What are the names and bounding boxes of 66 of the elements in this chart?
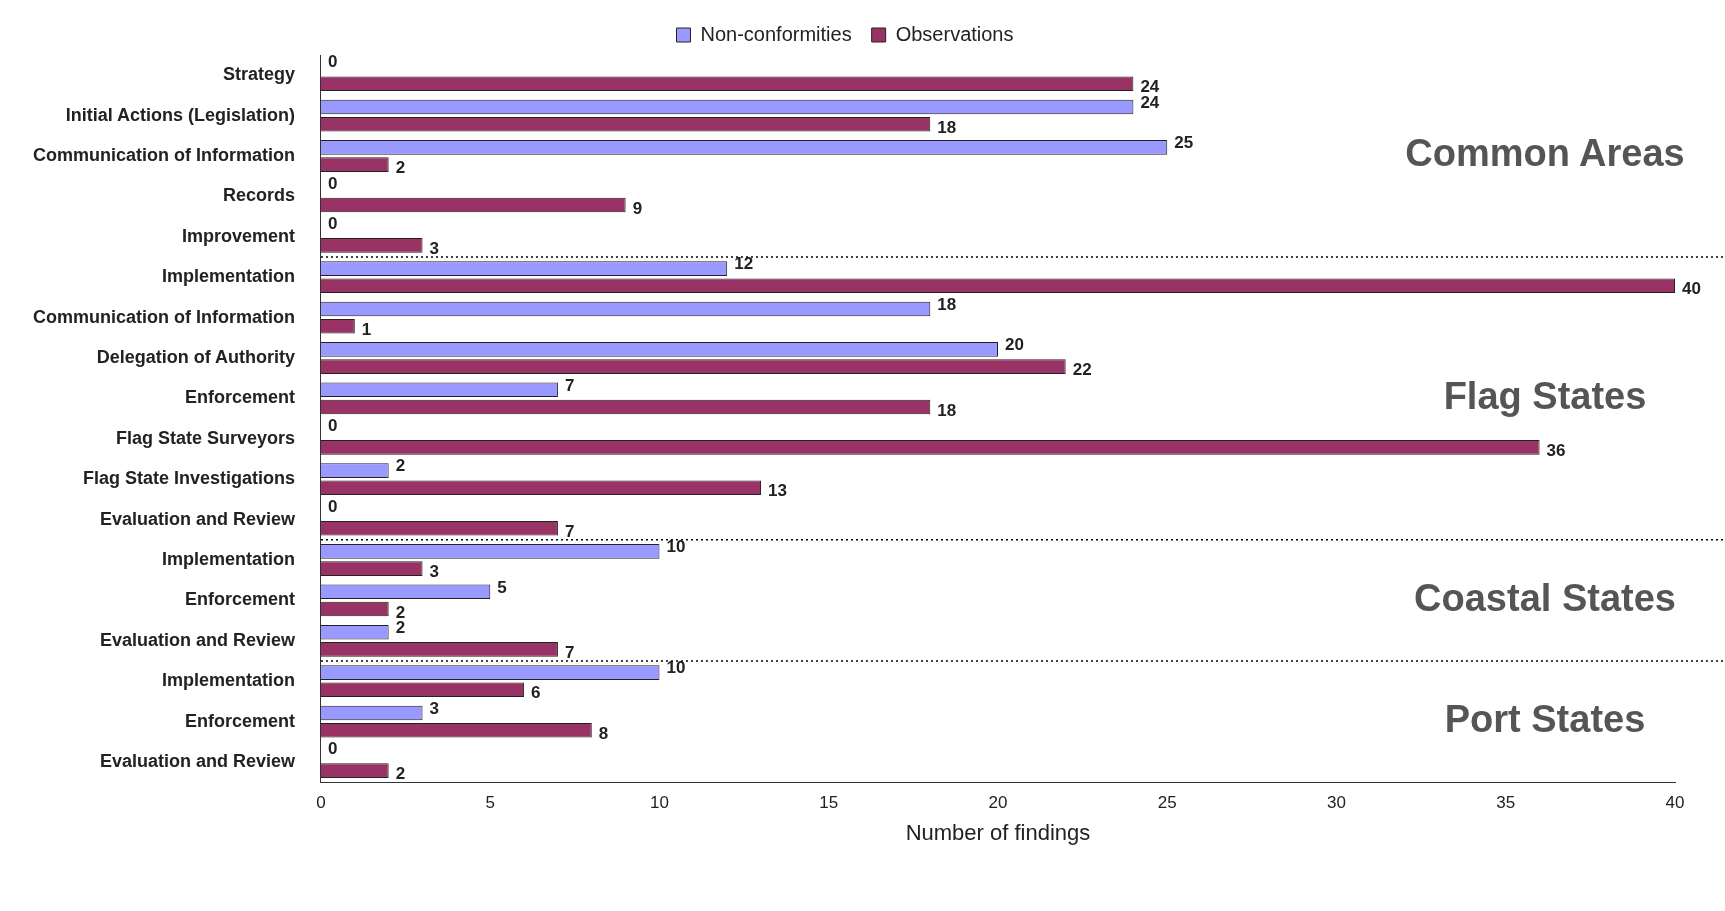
y-tick-label: Evaluation and Review [99, 508, 296, 529]
data-label: 12 [734, 254, 754, 274]
data-label: 3 [429, 698, 439, 718]
data-label: 22 [1072, 360, 1092, 380]
x-tick-label: 20 [988, 793, 1008, 813]
data-label: 2 [395, 764, 406, 784]
y-tick-label: Delegation of Authority [96, 346, 295, 367]
data-label: 40 [1682, 279, 1701, 299]
x-tick-label: 0 [316, 793, 326, 813]
data-label: 3 [429, 562, 439, 582]
legend-label: Observations [895, 22, 1014, 45]
data-label: 0 [327, 213, 338, 233]
data-label: 0 [327, 52, 338, 72]
data-label: 0 [327, 496, 338, 516]
x-tick-label: 15 [819, 793, 839, 813]
y-tick-label: Enforcement [184, 589, 295, 610]
data-label: 20 [1004, 335, 1024, 355]
y-tick-label: Enforcement [184, 710, 295, 731]
y-tick-label: Strategy [222, 64, 295, 85]
data-label: 8 [598, 723, 609, 743]
y-tick-label: Communication of Information [33, 144, 295, 165]
x-tick-label: 35 [1496, 793, 1516, 813]
annotation: Port States [1444, 698, 1646, 741]
data-label: 7 [564, 643, 575, 663]
data-label: 10 [666, 537, 686, 557]
y-tick-label: Improvement [181, 225, 295, 246]
y-tick-label: Initial Actions (Legislation) [65, 104, 295, 125]
data-label: 10 [666, 658, 686, 678]
data-label: 3 [429, 239, 439, 259]
x-axis-title: Number of findings [905, 819, 1091, 845]
y-tick-label: Implementation [161, 266, 295, 287]
y-tick-label: Implementation [161, 548, 295, 569]
data-label: 7 [564, 521, 575, 541]
data-label: 25 [1174, 133, 1194, 153]
annotation: Coastal States [1414, 576, 1676, 619]
x-tick-label: 10 [650, 793, 669, 813]
data-label: 5 [497, 577, 507, 597]
annotation: Common Areas [1405, 132, 1685, 175]
data-label: 18 [937, 294, 957, 314]
legend-label: Non-conformities [700, 22, 852, 45]
x-tick-label: 5 [485, 793, 495, 813]
data-label: 7 [564, 375, 575, 395]
data-label: 0 [327, 173, 338, 193]
x-tick-label: 25 [1157, 793, 1177, 813]
data-label: 18 [937, 117, 957, 137]
y-tick-label: Flag State Investigations [82, 468, 295, 489]
data-label: 2 [395, 456, 406, 476]
x-tick-label: 40 [1665, 793, 1685, 813]
y-tick-label: Evaluation and Review [99, 750, 296, 771]
y-tick-label: Records [222, 185, 295, 206]
data-label: 9 [632, 198, 643, 218]
data-label: 0 [327, 739, 338, 759]
annotation: Flag States [1443, 374, 1647, 417]
x-tick-label: 30 [1327, 793, 1346, 813]
data-label: 1 [361, 319, 372, 339]
y-tick-label: Evaluation and Review [99, 629, 296, 650]
data-label: 13 [768, 481, 787, 501]
data-label: 2 [395, 158, 406, 178]
y-tick-label: Implementation [161, 670, 295, 691]
y-tick-label: Communication of Information [33, 306, 295, 327]
data-label: 36 [1546, 441, 1566, 461]
y-tick-label: Flag State Surveyors [115, 427, 295, 448]
data-label: 18 [937, 400, 957, 420]
data-label: 0 [327, 415, 338, 435]
y-tick-label: Enforcement [184, 387, 295, 408]
data-label: 6 [531, 683, 541, 703]
